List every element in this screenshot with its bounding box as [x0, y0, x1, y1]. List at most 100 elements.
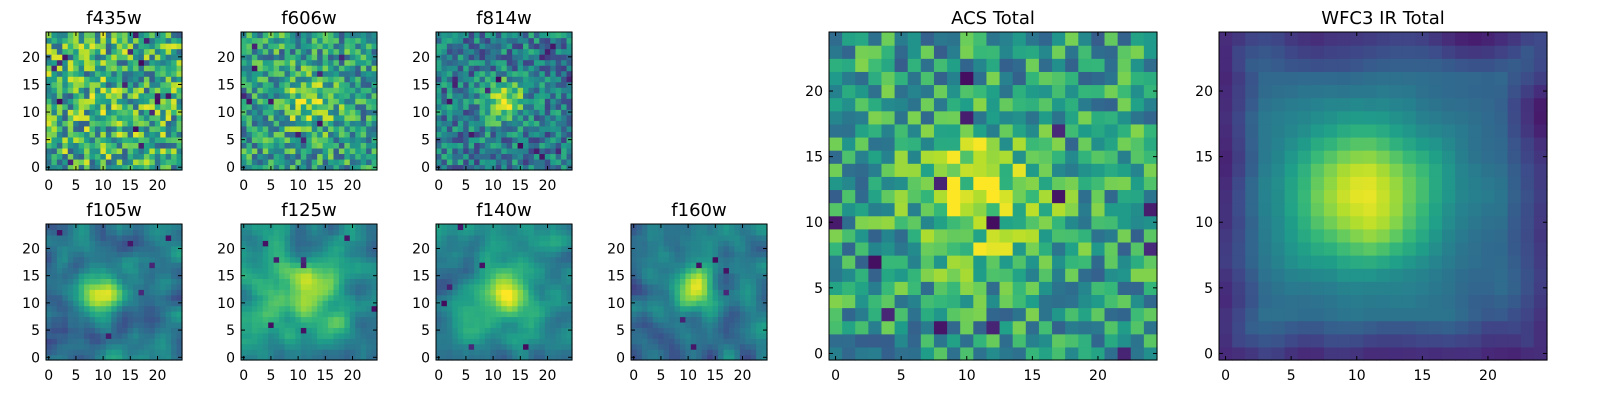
- heatmap-cell: [1143, 333, 1158, 348]
- heatmap-cell: [528, 125, 535, 132]
- heatmap-cell: [143, 81, 150, 88]
- axes-frame: [630, 223, 768, 361]
- heatmap-cell: [539, 327, 546, 334]
- heatmap-cell: [355, 142, 362, 149]
- heatmap-cell: [501, 289, 508, 296]
- heatmap-cell: [344, 120, 351, 127]
- heatmap-cell: [506, 109, 513, 116]
- heatmap-cell: [523, 125, 530, 132]
- heatmap-cell: [452, 142, 459, 149]
- heatmap-cell: [750, 316, 757, 323]
- heatmap-cell: [138, 92, 145, 99]
- heatmap-cell: [289, 125, 296, 132]
- heatmap-cell: [279, 229, 286, 236]
- heatmap-cell: [555, 48, 562, 55]
- heatmap-cell: [495, 70, 502, 77]
- heatmap-cell: [149, 114, 156, 121]
- heatmap-cell: [311, 54, 318, 61]
- heatmap-cell: [756, 272, 763, 279]
- heatmap-cell: [279, 240, 286, 247]
- heatmap-cell: [506, 43, 513, 50]
- heatmap-cell: [338, 294, 345, 301]
- heatmap-cell: [149, 54, 156, 61]
- heatmap-cell: [273, 125, 280, 132]
- heatmap-cell: [317, 76, 324, 83]
- heatmap-cell: [973, 189, 988, 204]
- heatmap-cell: [894, 268, 909, 282]
- heatmap-cell: [122, 283, 129, 290]
- heatmap-cell: [138, 311, 145, 318]
- heatmap-cell: [745, 272, 752, 279]
- heatmap-cell: [160, 125, 167, 132]
- heatmap-cell: [360, 354, 367, 361]
- heatmap-cell: [89, 234, 96, 241]
- heatmap-cell: [328, 262, 335, 269]
- heatmap-cell: [160, 251, 167, 258]
- heatmap-cell: [62, 59, 69, 66]
- heatmap-cell: [171, 136, 178, 143]
- heatmap-cell: [241, 234, 248, 241]
- heatmap-cell: [501, 103, 508, 110]
- heatmap-cell: [328, 87, 335, 94]
- heatmap-cell: [652, 256, 659, 263]
- heatmap-cell: [868, 150, 883, 164]
- heatmap-cell: [338, 240, 345, 247]
- heatmap-cell: [46, 158, 53, 166]
- heatmap-cell: [506, 224, 513, 231]
- heatmap-cell: [550, 136, 557, 143]
- heatmap-cell: [641, 294, 648, 301]
- heatmap-cell: [674, 316, 681, 323]
- heatmap-cell: [512, 229, 519, 236]
- heatmap-cell: [761, 267, 768, 274]
- heatmap-cell: [311, 256, 318, 263]
- heatmap-cell: [100, 114, 107, 121]
- heatmap-cell: [84, 32, 91, 39]
- heatmap-cell: [641, 224, 648, 231]
- heatmap-cell: [171, 316, 178, 323]
- heatmap-cell: [457, 245, 464, 252]
- heatmap-cell: [289, 251, 296, 258]
- heatmap-cell: [284, 245, 291, 252]
- heatmap-cell: [344, 245, 351, 252]
- heatmap-cell: [273, 267, 280, 274]
- heatmap-cell: [512, 136, 519, 143]
- heatmap-cell: [441, 349, 448, 356]
- heatmap-cell: [94, 338, 101, 345]
- heatmap-cell: [761, 294, 768, 301]
- heatmap-cell: [251, 224, 258, 231]
- heatmap-cell: [561, 120, 568, 127]
- heatmap-cell: [165, 256, 172, 263]
- heatmap-cell: [105, 256, 112, 263]
- heatmap-cell: [333, 153, 340, 160]
- heatmap-cell: [739, 311, 746, 318]
- heatmap-cell: [105, 262, 112, 269]
- heatmap-cell: [436, 158, 443, 166]
- heatmap-cell: [73, 43, 80, 50]
- heatmap-cell: [333, 300, 340, 307]
- heatmap-cell: [257, 321, 264, 328]
- heatmap-cell: [284, 262, 291, 269]
- heatmap-cell: [262, 343, 269, 350]
- heatmap-cell: [441, 240, 448, 247]
- heatmap-cell: [566, 349, 573, 356]
- heatmap-cell: [1038, 268, 1053, 282]
- heatmap-cell: [289, 43, 296, 50]
- heatmap-cell: [550, 59, 557, 66]
- heatmap-cell: [1091, 202, 1106, 217]
- heatmap-cell: [355, 240, 362, 247]
- heatmap-cell: [528, 240, 535, 247]
- heatmap-cell: [322, 251, 329, 258]
- heatmap-cell: [176, 87, 183, 94]
- heatmap-cell: [452, 136, 459, 143]
- heatmap-cell: [349, 311, 356, 318]
- heatmap-cell: [555, 327, 562, 334]
- heatmap-cell: [279, 98, 286, 105]
- heatmap-cell: [262, 120, 269, 127]
- heatmap-cell: [257, 338, 264, 345]
- heatmap-cell: [338, 59, 345, 66]
- heatmap-cell: [122, 142, 129, 149]
- heatmap-cell: [868, 189, 883, 204]
- heatmap-cell: [441, 136, 448, 143]
- heatmap-cell: [550, 32, 557, 39]
- heatmap-cell: [484, 87, 491, 94]
